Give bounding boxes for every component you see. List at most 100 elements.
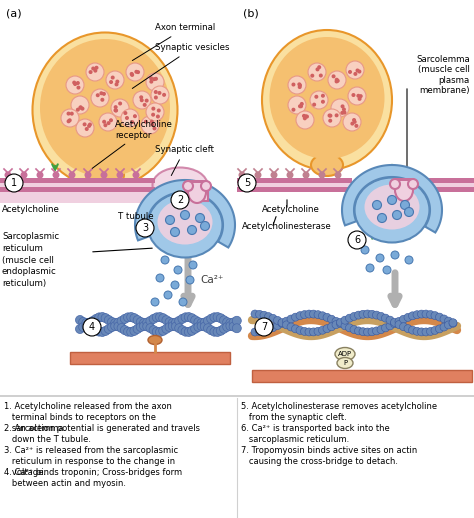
- Circle shape: [390, 179, 400, 189]
- Circle shape: [328, 113, 331, 118]
- Circle shape: [335, 78, 339, 82]
- Circle shape: [302, 171, 310, 179]
- Ellipse shape: [335, 348, 355, 361]
- Circle shape: [150, 123, 155, 127]
- Circle shape: [427, 311, 435, 319]
- Ellipse shape: [270, 37, 384, 159]
- Circle shape: [328, 113, 332, 118]
- Circle shape: [335, 113, 338, 118]
- Circle shape: [109, 118, 113, 122]
- Circle shape: [404, 325, 412, 333]
- Circle shape: [188, 225, 197, 235]
- Circle shape: [133, 171, 139, 179]
- Circle shape: [319, 74, 323, 78]
- Bar: [395, 178, 413, 181]
- Circle shape: [151, 107, 155, 111]
- Ellipse shape: [365, 184, 419, 229]
- Circle shape: [382, 324, 390, 332]
- Circle shape: [104, 315, 113, 325]
- Circle shape: [321, 100, 325, 104]
- Circle shape: [156, 274, 164, 282]
- Circle shape: [162, 315, 171, 325]
- Circle shape: [102, 120, 106, 124]
- Circle shape: [139, 322, 148, 330]
- Circle shape: [72, 81, 76, 84]
- Circle shape: [310, 91, 328, 109]
- Circle shape: [109, 80, 113, 84]
- Circle shape: [86, 63, 104, 81]
- Circle shape: [346, 314, 354, 322]
- Circle shape: [87, 124, 91, 128]
- Circle shape: [232, 324, 241, 333]
- Circle shape: [278, 320, 286, 327]
- Circle shape: [238, 171, 246, 179]
- Circle shape: [232, 316, 241, 325]
- Circle shape: [336, 79, 340, 83]
- Circle shape: [53, 171, 60, 179]
- Circle shape: [91, 325, 100, 335]
- Bar: [188, 180, 206, 192]
- Circle shape: [130, 313, 139, 323]
- Text: 4. Ca²⁺ binds troponin; Cross-bridges form
   between actin and myosin.: 4. Ca²⁺ binds troponin; Cross-bridges fo…: [4, 468, 182, 488]
- Circle shape: [271, 171, 277, 179]
- Circle shape: [127, 312, 136, 322]
- Circle shape: [348, 70, 352, 74]
- Circle shape: [188, 326, 197, 335]
- Circle shape: [401, 200, 410, 209]
- Circle shape: [255, 171, 262, 179]
- Circle shape: [348, 87, 366, 105]
- Bar: [237, 183, 352, 192]
- Circle shape: [82, 122, 87, 126]
- Bar: [0, 187, 155, 192]
- Circle shape: [95, 327, 104, 336]
- Circle shape: [114, 322, 123, 331]
- Circle shape: [354, 72, 357, 76]
- Circle shape: [124, 313, 133, 322]
- Circle shape: [359, 94, 363, 98]
- Circle shape: [178, 314, 187, 323]
- Circle shape: [120, 314, 129, 323]
- Circle shape: [5, 174, 23, 192]
- Text: Synaptic vesicles: Synaptic vesicles: [132, 44, 229, 89]
- Text: 2. An action potential is generated and travels
   down the T tubule.: 2. An action potential is generated and …: [4, 424, 200, 444]
- Circle shape: [117, 316, 126, 325]
- Circle shape: [292, 108, 295, 112]
- Circle shape: [260, 311, 268, 319]
- Bar: [0, 178, 155, 203]
- Circle shape: [321, 94, 325, 98]
- Ellipse shape: [86, 163, 124, 188]
- Text: 6. Ca²⁺ is transported back into the
   sarcoplasmic reticulum.: 6. Ca²⁺ is transported back into the sar…: [241, 424, 390, 444]
- Circle shape: [296, 312, 304, 320]
- Circle shape: [296, 111, 314, 129]
- Circle shape: [172, 318, 181, 327]
- Circle shape: [127, 327, 136, 336]
- Circle shape: [136, 70, 140, 74]
- Circle shape: [146, 103, 164, 121]
- Circle shape: [174, 266, 182, 274]
- Circle shape: [79, 323, 88, 332]
- Circle shape: [346, 61, 364, 79]
- Circle shape: [413, 327, 421, 335]
- Circle shape: [151, 113, 155, 117]
- Circle shape: [162, 93, 166, 97]
- Circle shape: [171, 191, 189, 209]
- Circle shape: [83, 318, 101, 336]
- Circle shape: [341, 322, 349, 330]
- Circle shape: [95, 313, 104, 322]
- Circle shape: [130, 326, 139, 335]
- Circle shape: [143, 103, 146, 107]
- Circle shape: [357, 69, 361, 74]
- Text: 5. Acetylcholinesterase removes acetylcholine
   from the synaptic cleft.: 5. Acetylcholinesterase removes acetylch…: [241, 402, 437, 422]
- Circle shape: [445, 317, 453, 325]
- Text: Axon terminal: Axon terminal: [132, 23, 215, 61]
- Circle shape: [4, 171, 11, 179]
- Bar: [186, 186, 208, 201]
- Circle shape: [171, 227, 180, 237]
- Circle shape: [216, 326, 225, 335]
- Text: 3. Ca²⁺ is released from the sarcoplasmic
   reticulum in response to the change: 3. Ca²⁺ is released from the sarcoplasmi…: [4, 446, 178, 477]
- Circle shape: [422, 328, 430, 336]
- Circle shape: [305, 114, 309, 119]
- Circle shape: [409, 326, 417, 334]
- Circle shape: [278, 319, 286, 327]
- Circle shape: [61, 109, 79, 127]
